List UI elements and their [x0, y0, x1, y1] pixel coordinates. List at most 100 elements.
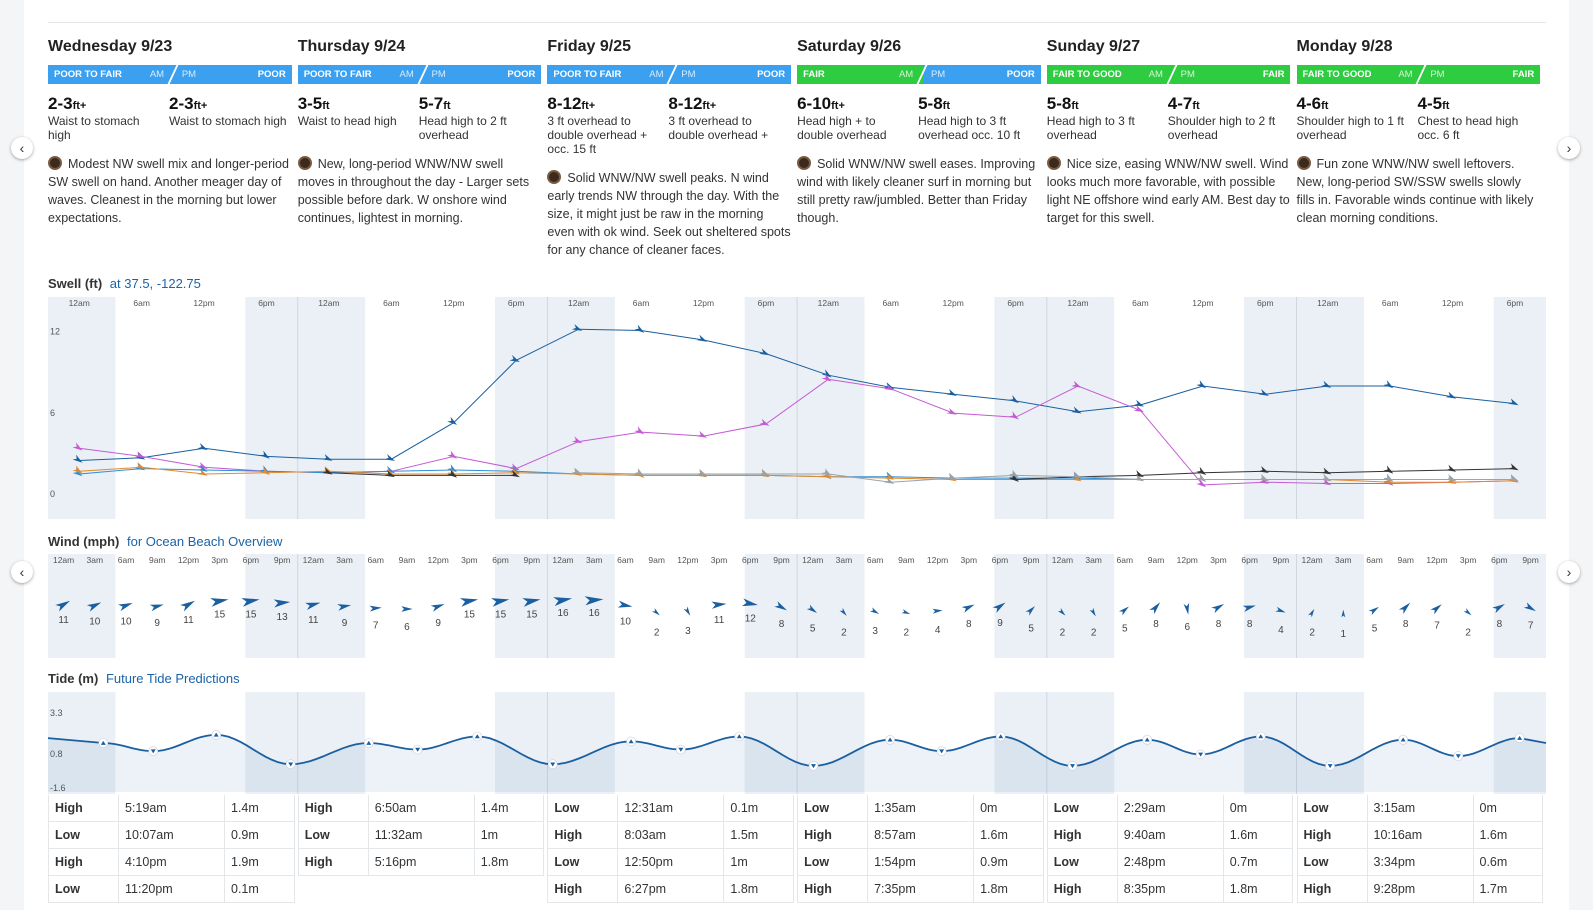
day-header: Saturday 9/26	[797, 38, 902, 55]
pm-wave-height: 2-3ft+	[169, 94, 207, 114]
wind-speed-label: 6	[1185, 622, 1191, 633]
next-days-button[interactable]: ›	[1558, 137, 1580, 159]
pm-height-unit: ft	[443, 100, 451, 112]
wind-spot-link[interactable]: for Ocean Beach Overview	[127, 534, 283, 549]
arrow-glyph	[1008, 411, 1019, 420]
am-wave-height: 4-6ft	[1297, 94, 1329, 114]
arrow-glyph	[1383, 465, 1394, 474]
rating-am-label: POOR TO FAIR	[303, 69, 372, 80]
swell-time-label: 6am	[133, 298, 150, 308]
forecast-text: Nice size, easing WNW/NW swell. Wind loo…	[1046, 157, 1290, 225]
am-label: AM	[1398, 69, 1413, 80]
arrow-glyph	[1196, 473, 1207, 482]
rating-bar[interactable]: POOR TO FAIR AM PM POOR	[48, 65, 292, 84]
rating-am-fill	[1296, 65, 1423, 84]
arrow-glyph	[1320, 474, 1332, 482]
swell-direction-arrow	[821, 468, 832, 477]
wind-speed-label: 15	[526, 609, 538, 620]
rating-bar[interactable]: FAIR TO GOOD AM PM FAIR	[1046, 65, 1291, 84]
tide-predictions-link[interactable]: Future Tide Predictions	[105, 671, 240, 686]
pm-label: PM	[181, 69, 197, 80]
pm-height-value: 5-7	[418, 94, 444, 113]
am-height-value: 6-10	[797, 94, 832, 113]
wind-arrow-glyph	[1118, 606, 1129, 616]
swell-direction-arrow	[134, 462, 146, 469]
wind-speed-label: 11	[58, 615, 69, 626]
tide-time: 9:40am	[1118, 822, 1224, 848]
tide-height: 1.4m	[231, 801, 259, 815]
swell-direction-arrow	[1258, 388, 1269, 396]
arrow-glyph	[1445, 474, 1457, 482]
wind-arrow-glyph	[869, 607, 880, 615]
arrow-glyph	[197, 443, 208, 450]
tide-time: 11:20pm	[119, 876, 225, 902]
wind-arrow	[210, 598, 229, 607]
wind-arrow	[118, 602, 133, 612]
wind-arrow-glyph	[1025, 606, 1035, 616]
tide-high-marker	[213, 732, 219, 737]
wind-arrow	[459, 598, 479, 607]
tide-row: Low 2:29am 0m	[1046, 795, 1294, 822]
swell-chart: 12 6 0 12am 6am 12pm 6pm 12am 6am 12pm 6pm 12am 6am 1…	[48, 297, 1546, 519]
night-band	[1296, 554, 1364, 658]
tide-time: 9:28pm	[1368, 876, 1474, 902]
rating-pm-label: POOR	[757, 69, 786, 80]
tide-type: High	[49, 795, 119, 821]
wind-arrow-glyph	[901, 609, 911, 615]
tide-type: Low	[49, 822, 119, 848]
wind-arrow-glyph	[1089, 607, 1096, 617]
wind-arrow	[1211, 604, 1225, 614]
arrow-glyph	[1258, 388, 1269, 396]
wind-arrow	[774, 601, 788, 611]
wind-arrow-glyph	[210, 598, 229, 607]
prev-days-button-wind[interactable]: ‹	[11, 561, 33, 583]
rating-bar[interactable]: FAIR TO GOOD AM PM FAIR	[1296, 65, 1541, 84]
wind-arrow	[337, 604, 352, 611]
rating-bar[interactable]: POOR TO FAIR AM PM POOR	[297, 65, 542, 84]
wind-arrow-glyph	[241, 598, 260, 607]
rating-bar[interactable]: FAIR AM PM POOR	[797, 65, 1041, 84]
wind-arrow-glyph	[774, 601, 788, 611]
tide-row: High 9:40am 1.6m	[1046, 822, 1294, 849]
wind-time-label: 3pm	[1210, 555, 1227, 565]
swell-direction-arrow	[447, 450, 458, 459]
swell-location-link[interactable]: at 37.5, -122.75	[109, 276, 201, 291]
swell-direction-arrow	[821, 369, 832, 378]
rating-bar[interactable]: POOR TO FAIR AM PM POOR	[547, 65, 792, 84]
prev-days-button[interactable]: ‹	[11, 137, 33, 159]
wind-arrow-glyph	[86, 602, 102, 612]
am-height-value: 3-5	[297, 94, 323, 113]
tide-row: Low 10:07am 0.9m	[48, 822, 295, 849]
tide-type: High	[798, 876, 869, 902]
arrow-glyph	[883, 383, 895, 391]
night-band	[494, 297, 548, 519]
night-band	[994, 554, 1047, 658]
wind-speed-label: 9	[435, 618, 441, 629]
arrow-glyph	[821, 468, 832, 477]
tide-type: High	[299, 795, 369, 821]
wind-arrow-glyph	[992, 602, 1006, 613]
pm-height-desc: Waist to stomach high	[169, 114, 287, 128]
wind-arrow-glyph	[806, 604, 818, 613]
forecaster-note: Solid WNW/NW swell peaks. N wind early t…	[547, 169, 791, 259]
swell-direction-arrow	[1383, 380, 1394, 389]
wind-speed-label: 12	[745, 614, 757, 625]
pm-label: PM	[1430, 69, 1445, 80]
night-band	[744, 297, 798, 519]
wind-speed-label: 8	[966, 619, 972, 630]
wind-time-label: 6am	[1366, 555, 1383, 565]
tide-time: 6:27pm	[618, 876, 725, 902]
tide-y-tick: -1.6	[50, 783, 66, 793]
swell-direction-arrow	[197, 468, 208, 476]
tide-type: Low	[1048, 795, 1118, 821]
pm-wave-height: 5-7ft	[419, 94, 451, 114]
day-header: Friday 9/25	[547, 38, 631, 55]
tide-time: 8:03am	[618, 822, 725, 848]
next-days-button-wind[interactable]: ›	[1558, 561, 1580, 583]
wind-time-label: 3am	[836, 555, 853, 565]
swell-direction-arrow	[322, 467, 333, 475]
wind-arrow	[553, 597, 573, 607]
wind-time-label: 9am	[898, 555, 915, 565]
arrow-glyph	[1445, 391, 1457, 399]
arrow-glyph	[821, 369, 832, 378]
